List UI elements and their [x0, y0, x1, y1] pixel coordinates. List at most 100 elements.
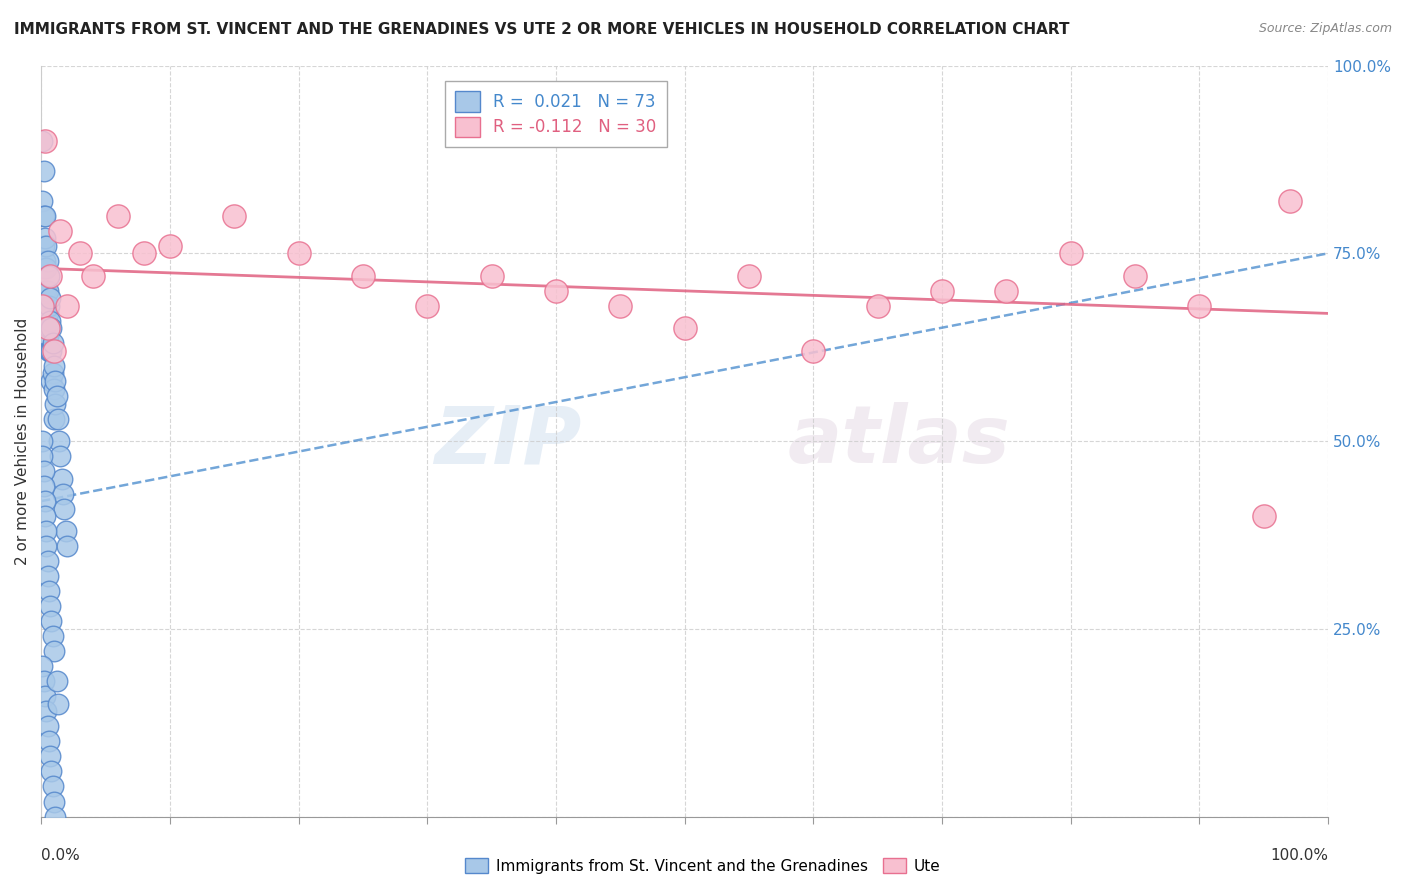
Point	[37, 284, 59, 298]
Point	[32, 261, 55, 276]
Point	[52, 486, 75, 500]
Point	[37, 306, 59, 320]
Point	[37, 329, 59, 343]
Y-axis label: 2 or more Vehicles in Household: 2 or more Vehicles in Household	[15, 318, 30, 565]
Point	[35, 705, 58, 719]
Point	[32, 163, 55, 178]
Point	[34, 509, 56, 524]
Point	[41, 764, 63, 779]
Point	[37, 321, 59, 335]
Point	[34, 284, 56, 298]
Point	[31, 449, 53, 463]
Point	[416, 299, 439, 313]
Point	[42, 795, 65, 809]
Point	[1253, 509, 1275, 524]
Point	[32, 674, 55, 689]
Point	[35, 239, 58, 253]
Point	[738, 268, 761, 283]
Point	[352, 268, 374, 283]
Point	[37, 554, 59, 568]
Point	[34, 494, 56, 508]
Point	[41, 374, 63, 388]
Point	[931, 284, 953, 298]
Point	[51, 472, 73, 486]
Text: atlas: atlas	[787, 402, 1011, 480]
Point	[41, 780, 63, 794]
Point	[224, 209, 246, 223]
Point	[37, 719, 59, 733]
Point	[35, 261, 58, 276]
Point	[34, 253, 56, 268]
Point	[544, 284, 567, 298]
Point	[35, 539, 58, 553]
Point	[34, 209, 56, 223]
Point	[42, 382, 65, 396]
Point	[41, 367, 63, 381]
Point	[38, 343, 60, 358]
Point	[31, 194, 53, 208]
Point	[56, 539, 79, 553]
Text: Source: ZipAtlas.com: Source: ZipAtlas.com	[1258, 22, 1392, 36]
Text: IMMIGRANTS FROM ST. VINCENT AND THE GRENADINES VS UTE 2 OR MORE VEHICLES IN HOUS: IMMIGRANTS FROM ST. VINCENT AND THE GREN…	[14, 22, 1070, 37]
Text: 0.0%: 0.0%	[41, 847, 80, 863]
Point	[31, 659, 53, 673]
Point	[34, 306, 56, 320]
Point	[1278, 194, 1301, 208]
Point	[49, 224, 72, 238]
Point	[44, 374, 66, 388]
Point	[44, 809, 66, 823]
Text: ZIP: ZIP	[434, 402, 582, 480]
Point	[49, 449, 72, 463]
Point	[48, 434, 70, 448]
Point	[673, 321, 696, 335]
Point	[37, 569, 59, 583]
Point	[38, 584, 60, 599]
Point	[69, 246, 91, 260]
Point	[866, 299, 889, 313]
Point	[41, 336, 63, 351]
Point	[32, 479, 55, 493]
Point	[107, 209, 129, 223]
Point	[46, 697, 69, 711]
Point	[38, 268, 60, 283]
Point	[159, 239, 181, 253]
Point	[53, 501, 76, 516]
Point	[39, 343, 62, 358]
Legend: R =  0.021   N = 73, R = -0.112   N = 30: R = 0.021 N = 73, R = -0.112 N = 30	[446, 81, 666, 147]
Point	[82, 268, 104, 283]
Point	[39, 314, 62, 328]
Point	[39, 749, 62, 764]
Point	[35, 284, 58, 298]
Text: 100.0%: 100.0%	[1270, 847, 1329, 863]
Point	[1060, 246, 1083, 260]
Point	[32, 209, 55, 223]
Point	[32, 464, 55, 478]
Point	[34, 690, 56, 704]
Point	[41, 343, 63, 358]
Point	[31, 134, 53, 148]
Point	[801, 343, 824, 358]
Point	[1123, 268, 1146, 283]
Point	[132, 246, 155, 260]
Point	[55, 524, 77, 538]
Point	[34, 231, 56, 245]
Point	[45, 389, 67, 403]
Point	[287, 246, 309, 260]
Point	[45, 674, 67, 689]
Point	[39, 268, 62, 283]
Point	[31, 434, 53, 448]
Point	[46, 411, 69, 425]
Point	[481, 268, 503, 283]
Point	[41, 321, 63, 335]
Point	[31, 299, 53, 313]
Point	[44, 396, 66, 410]
Point	[995, 284, 1018, 298]
Point	[42, 411, 65, 425]
Point	[1188, 299, 1211, 313]
Point	[56, 299, 79, 313]
Point	[39, 599, 62, 614]
Point	[41, 629, 63, 643]
Point	[38, 734, 60, 748]
Point	[42, 343, 65, 358]
Point	[41, 615, 63, 629]
